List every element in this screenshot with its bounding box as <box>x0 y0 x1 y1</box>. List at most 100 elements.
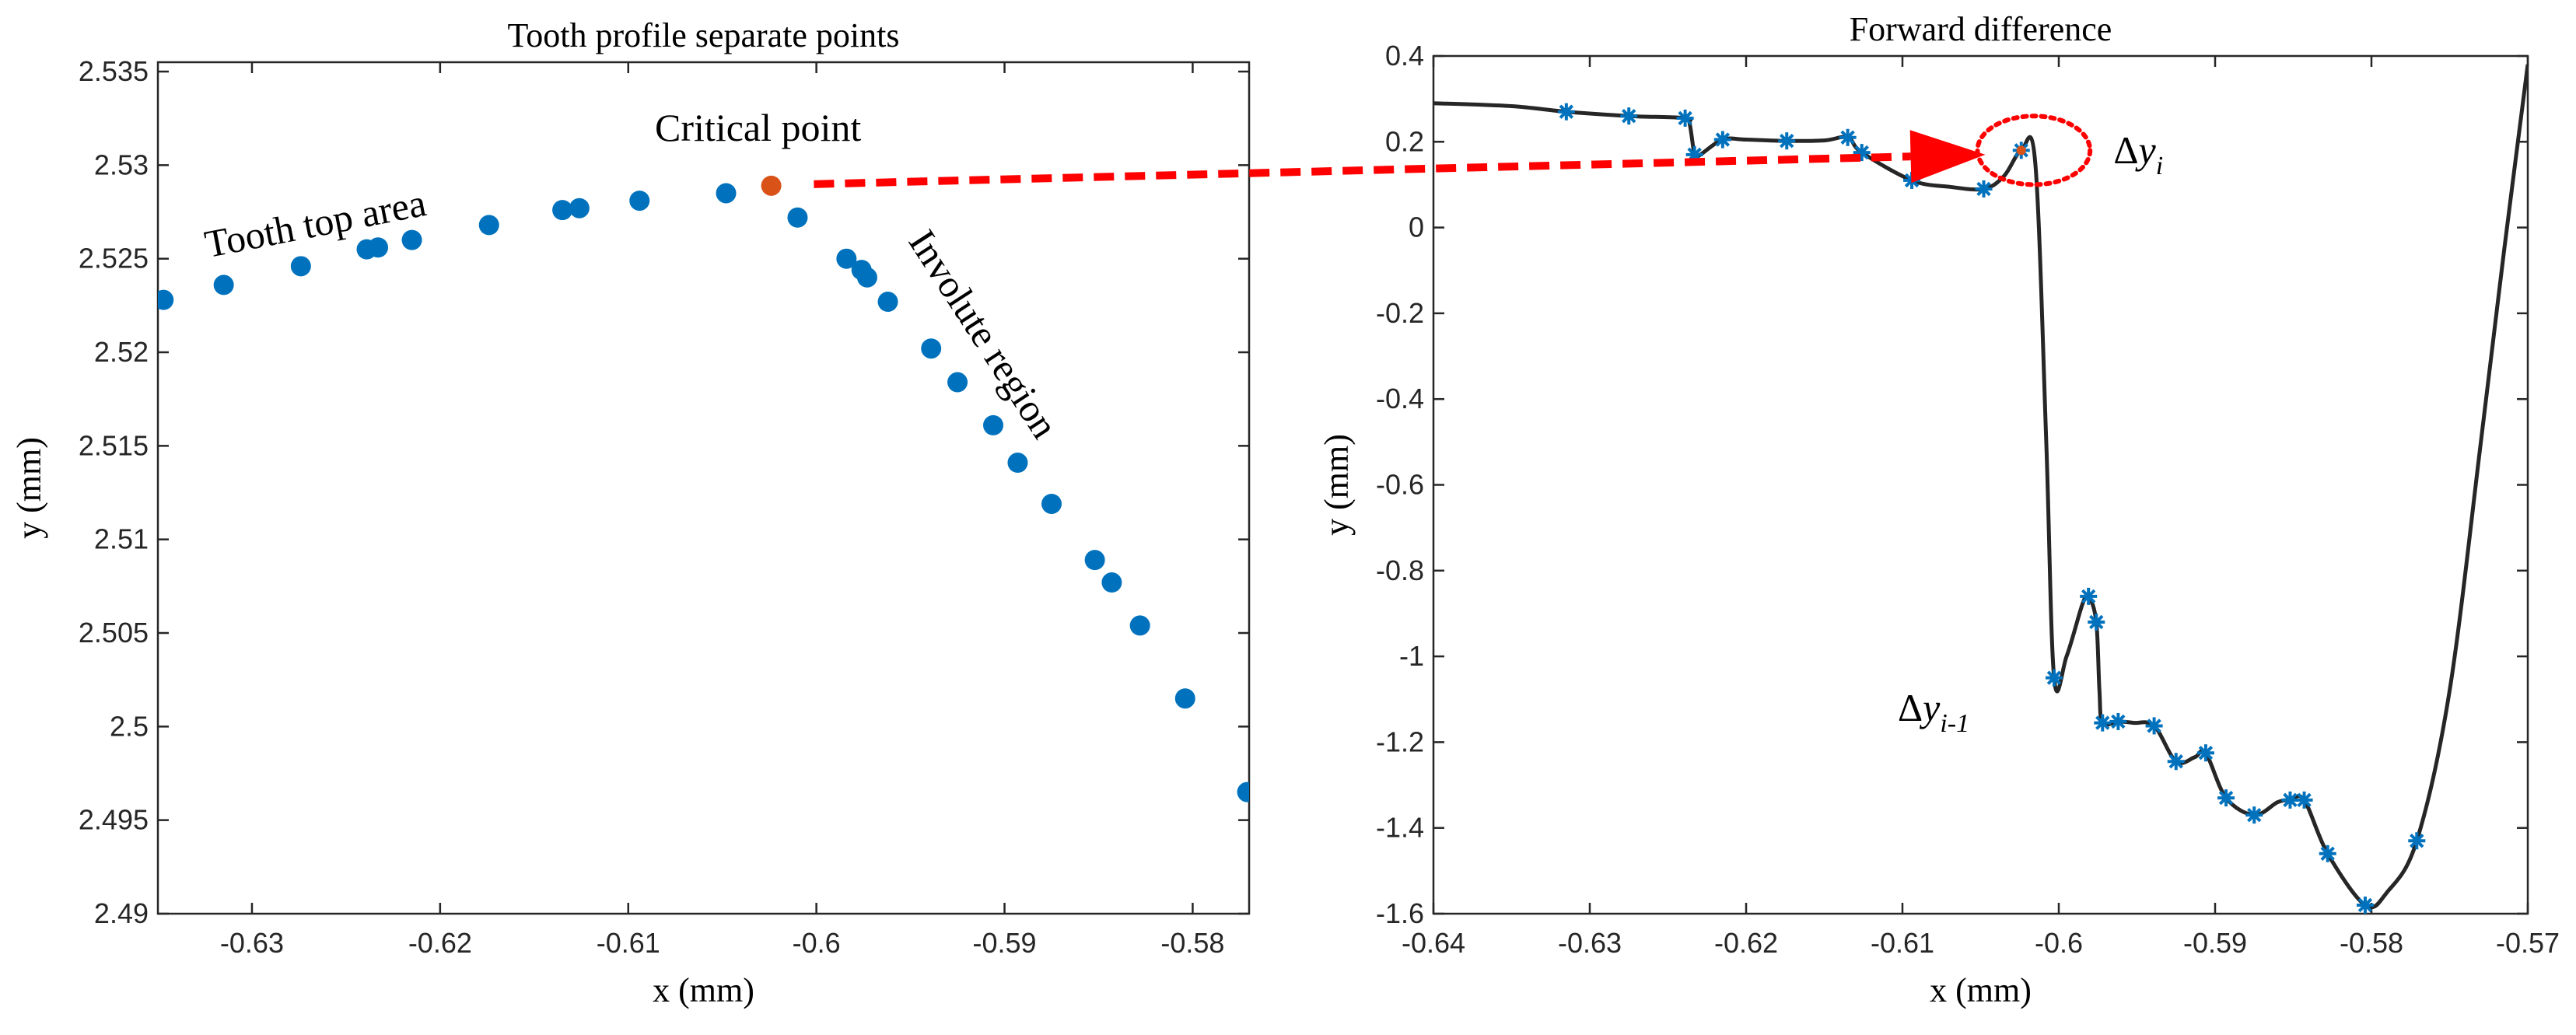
left-chart-title: Tooth profile separate points <box>507 16 899 54</box>
right-y-tick-label: -0.8 <box>1376 554 1424 586</box>
critical-point-ellipse <box>1975 114 2093 187</box>
y-symbol: y <box>1919 686 1941 729</box>
profile-point <box>1041 493 1062 514</box>
critical-difference-marker <box>2016 145 2026 156</box>
subscript: i-1 <box>1940 709 1969 738</box>
delta-y-i-minus-1-label: Δyi-1 <box>1898 686 1969 738</box>
right-x-tick-label: -0.61 <box>1871 927 1934 959</box>
right-x-axis-label: x (mm) <box>1930 971 2032 1009</box>
left-x-tick-label: -0.6 <box>793 927 841 959</box>
right-plot-area <box>1433 64 2528 914</box>
critical-point-marker <box>761 175 782 196</box>
critical-point-label: Critical point <box>655 106 861 149</box>
profile-point <box>290 256 311 277</box>
connector-layer <box>814 130 1986 188</box>
difference-marker <box>2217 789 2235 807</box>
difference-marker <box>2145 717 2163 735</box>
profile-point <box>1129 615 1150 636</box>
left-y-axis-label: y (mm) <box>10 437 48 539</box>
profile-point <box>787 207 808 228</box>
involute-region-label: Involute region <box>901 222 1067 446</box>
right-x-tick-label: -0.62 <box>1714 927 1778 959</box>
connector-dashed-line <box>814 152 1911 188</box>
right-x-tick-label: -0.58 <box>2340 927 2403 959</box>
profile-point <box>629 191 650 212</box>
left-y-tick-label: 2.515 <box>79 429 149 461</box>
difference-marker <box>2088 613 2105 631</box>
left-y-tick-label: 2.52 <box>94 336 149 368</box>
profile-point <box>983 414 1004 435</box>
right-x-tick-label: -0.59 <box>2183 927 2247 959</box>
profile-point <box>836 248 857 269</box>
left-x-tick-label: -0.58 <box>1160 927 1224 959</box>
delta-symbol: Δ <box>1898 686 1923 729</box>
profile-point <box>1007 453 1028 474</box>
profile-point <box>1084 550 1105 571</box>
profile-point <box>478 215 499 236</box>
profile-point <box>947 372 968 393</box>
difference-marker <box>2408 832 2426 850</box>
delta-y-i-label: Δyi <box>2113 128 2163 180</box>
right-x-tick-label: -0.64 <box>1402 927 1465 959</box>
left-x-tick-label: -0.59 <box>973 927 1037 959</box>
difference-marker <box>2045 669 2063 687</box>
difference-marker <box>1676 109 1694 127</box>
difference-marker <box>2295 791 2313 809</box>
left-axes-box <box>156 61 1251 915</box>
left-x-tick-label: -0.61 <box>597 927 660 959</box>
profile-point <box>856 267 877 288</box>
right-y-tick-label: -1.4 <box>1376 812 1424 844</box>
profile-point <box>877 292 898 313</box>
right-x-tick-label: -0.63 <box>1558 927 1622 959</box>
right-y-tick-label: 0.2 <box>1385 125 1424 157</box>
left-chart: -0.63 -0.62 -0.61 -0.6 -0.59 -0.58 2.49 2.495 2.… <box>10 16 1251 1009</box>
right-y-tick-label: 0 <box>1409 212 1424 243</box>
difference-marker <box>2356 896 2374 914</box>
left-x-tick-label: -0.62 <box>408 927 472 959</box>
difference-marker <box>2094 714 2112 732</box>
profile-point <box>401 229 422 250</box>
right-y-tick-label: -0.2 <box>1376 297 1424 329</box>
right-y-axis-label: y (mm) <box>1318 434 1356 536</box>
right-y-tick-label: -1 <box>1399 640 1424 672</box>
profile-point <box>569 198 590 219</box>
left-y-tick-label: 2.505 <box>79 617 149 649</box>
y-symbol: y <box>2135 128 2157 172</box>
left-y-tick-label: 2.495 <box>79 804 149 836</box>
difference-marker <box>1620 107 1638 125</box>
left-y-tick-label: 2.51 <box>94 523 149 555</box>
right-y-tick-label: -1.2 <box>1376 726 1424 757</box>
difference-marker <box>2167 753 2185 771</box>
profile-point <box>1174 688 1195 709</box>
difference-marker <box>1975 180 1993 198</box>
right-y-tick-label: -1.6 <box>1376 897 1424 929</box>
difference-marker <box>2196 744 2214 762</box>
connector-arrowhead <box>1909 130 1986 184</box>
left-x-tick-label: -0.63 <box>220 927 284 959</box>
difference-marker <box>1713 131 1731 149</box>
difference-marker <box>2109 712 2127 730</box>
profile-point <box>716 183 737 204</box>
difference-marker <box>2319 844 2336 862</box>
left-x-axis-label: x (mm) <box>653 971 754 1009</box>
tooth-top-area-label: Tooth top area <box>201 180 429 266</box>
profile-point <box>368 237 389 258</box>
right-y-tick-label: 0.4 <box>1385 40 1424 72</box>
difference-marker <box>2080 587 2098 605</box>
left-y-tick-label: 2.525 <box>79 243 149 274</box>
profile-point <box>158 289 174 310</box>
profile-point <box>213 274 234 295</box>
profile-point <box>1237 781 1249 802</box>
difference-marker <box>1557 103 1575 121</box>
left-y-tick-label: 2.53 <box>94 149 149 180</box>
left-y-tick-label: 2.5 <box>110 710 149 742</box>
right-y-tick-label: -0.6 <box>1376 469 1424 501</box>
profile-point <box>552 200 573 221</box>
right-x-tick-label: -0.57 <box>2496 927 2560 959</box>
difference-marker <box>2245 806 2263 824</box>
difference-marker <box>1778 132 1796 150</box>
subscript: i <box>2156 152 2163 180</box>
profile-point <box>921 338 942 359</box>
